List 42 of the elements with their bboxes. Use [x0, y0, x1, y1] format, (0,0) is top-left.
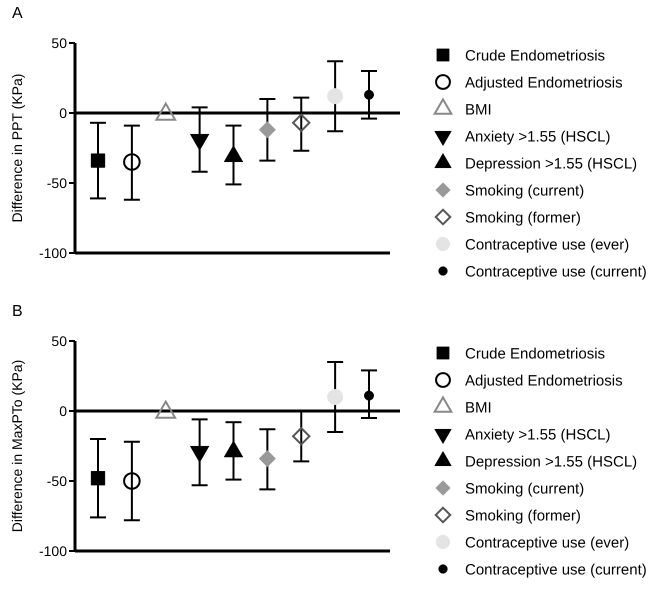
y-axis-title: Difference in MaxPTo (KPa) — [9, 360, 25, 532]
point — [364, 90, 374, 100]
y-tick-label: -50 — [46, 472, 68, 489]
y-tick-label: -100 — [38, 542, 68, 559]
point — [258, 121, 276, 138]
legend-label: Depression >1.55 (HSCL) — [465, 155, 638, 172]
point — [327, 388, 344, 406]
legend-label: Smoking (current) — [465, 480, 584, 498]
legend-label: BMI — [465, 101, 492, 118]
legend-label: Contraceptive use (current) — [465, 263, 647, 280]
y-tick-label: 0 — [59, 104, 68, 121]
legend-label: Contraceptive use (current) — [465, 561, 647, 578]
legend-label: Crude Endometriosis — [465, 345, 606, 362]
legend-label: BMI — [465, 399, 492, 416]
y-axis-title: Difference in PPT (KPa) — [9, 74, 25, 222]
y-tick-label: 0 — [59, 402, 68, 419]
legend-label: Depression >1.55 (HSCL) — [465, 453, 638, 470]
point — [90, 153, 106, 168]
point — [292, 114, 310, 132]
point — [123, 153, 141, 171]
legend-label: Adjusted Endometriosis — [465, 74, 623, 92]
point — [327, 88, 344, 104]
legend-label: Contraceptive use (ever) — [465, 236, 630, 254]
chart-title: A — [12, 5, 23, 22]
y-tick-label: -100 — [38, 244, 68, 261]
point — [292, 427, 310, 446]
legend-label: Adjusted Endometriosis — [465, 372, 623, 390]
point — [123, 472, 141, 490]
y-tick-label: 50 — [51, 332, 68, 349]
y-tick-label: -50 — [46, 174, 68, 191]
legend-label: Contraceptive use (ever) — [465, 534, 630, 552]
legend-label: Smoking (former) — [465, 209, 581, 226]
legend-label: Anxiety >1.55 (HSCL) — [465, 426, 610, 444]
point — [364, 390, 374, 401]
point — [90, 471, 106, 486]
legend-label: Crude Endometriosis — [465, 47, 606, 64]
legend-label: Smoking (former) — [465, 507, 581, 524]
chart-title: B — [12, 303, 23, 320]
legend-label: Smoking (current) — [465, 182, 584, 200]
y-tick-label: 50 — [51, 34, 68, 51]
point — [258, 450, 276, 468]
legend-label: Anxiety >1.55 (HSCL) — [465, 128, 610, 146]
